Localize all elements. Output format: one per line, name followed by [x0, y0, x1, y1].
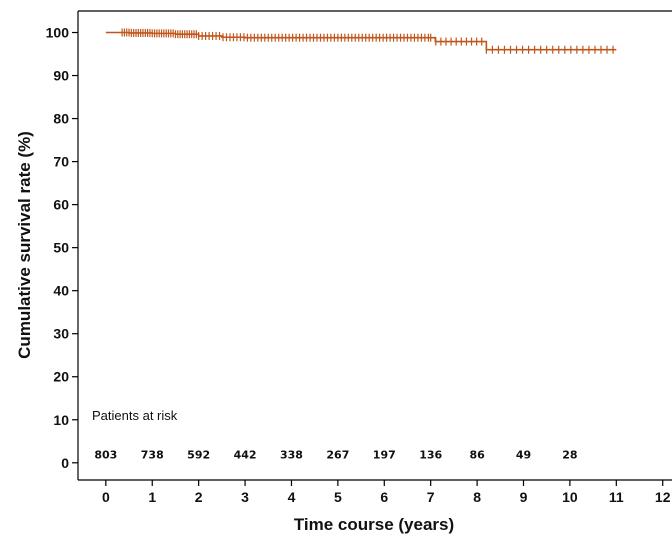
risk-count: 738 — [141, 448, 164, 461]
x-tick-label: 8 — [473, 489, 481, 505]
x-axis: 0 1 2 3 4 5 6 7 8 9 10 11 12 — [102, 480, 671, 505]
x-tick-label: 12 — [655, 489, 671, 505]
y-axis: 0 10 20 30 40 50 60 70 80 90 100 — [46, 25, 78, 471]
y-tick-label: 100 — [46, 25, 70, 41]
plot-frame — [77, 10, 672, 481]
risk-count: 136 — [419, 448, 442, 461]
y-tick-label: 90 — [53, 68, 69, 84]
risk-count: 338 — [280, 448, 303, 461]
risk-count: 86 — [469, 448, 485, 461]
x-tick-label: 11 — [609, 489, 624, 505]
x-tick-label: 10 — [562, 489, 578, 505]
y-tick-label: 70 — [53, 154, 69, 170]
risk-count: 267 — [326, 448, 349, 461]
y-tick-label: 20 — [53, 369, 69, 385]
x-tick-label: 1 — [148, 489, 156, 505]
y-tick-label: 30 — [53, 326, 69, 342]
y-axis-title: Cumulative survival rate (%) — [15, 131, 34, 359]
y-tick-label: 60 — [53, 197, 69, 213]
x-axis-title: Time course (years) — [294, 515, 454, 534]
y-tick-label: 50 — [53, 240, 69, 256]
x-tick-label: 7 — [427, 489, 435, 505]
risk-count: 592 — [187, 448, 210, 461]
x-tick-label: 6 — [380, 489, 388, 505]
y-tick-label: 40 — [53, 283, 69, 299]
risk-count: 803 — [94, 448, 117, 461]
y-tick-label: 10 — [53, 412, 69, 428]
x-tick-label: 0 — [102, 489, 110, 505]
x-tick-label: 4 — [288, 489, 296, 505]
y-tick-label: 0 — [61, 455, 69, 471]
risk-count: 28 — [562, 448, 577, 461]
x-tick-label: 2 — [195, 489, 203, 505]
risk-count: 49 — [516, 448, 531, 461]
risk-table-title: Patients at risk — [92, 408, 178, 423]
y-tick-label: 80 — [53, 111, 69, 127]
censor-marks-group — [121, 28, 614, 54]
risk-count: 197 — [373, 448, 396, 461]
x-tick-label: 9 — [520, 489, 528, 505]
x-tick-label: 3 — [241, 489, 249, 505]
risk-table: Patients at risk 803 738 592 442 338 267 197 13… — [92, 408, 578, 461]
risk-count: 442 — [234, 448, 257, 461]
x-tick-label: 5 — [334, 489, 342, 505]
